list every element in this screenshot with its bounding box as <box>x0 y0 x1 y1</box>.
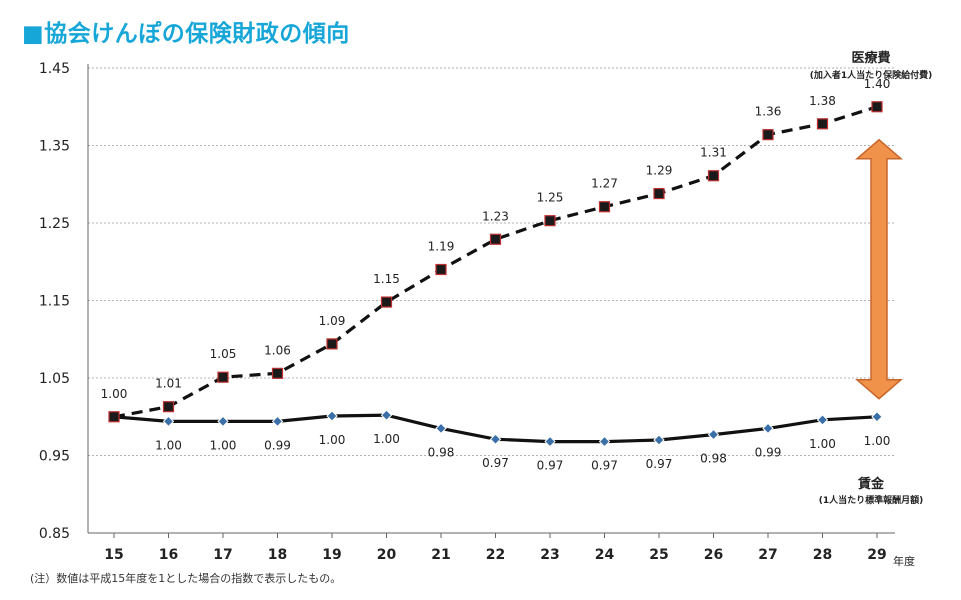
data-label-wage: 0.98 <box>700 452 727 466</box>
data-label-medical: 1.27 <box>591 177 618 191</box>
data-point-wage <box>707 428 720 441</box>
data-label-medical: 1.29 <box>646 164 673 178</box>
data-point-medical <box>707 170 720 182</box>
data-point-medical <box>871 101 883 113</box>
data-point-wage <box>217 415 229 428</box>
data-point-wage <box>380 409 393 421</box>
y-tick-label: 1.15 <box>39 294 70 310</box>
data-point-medical <box>217 371 229 383</box>
data-point-wage <box>271 415 284 428</box>
data-label-medical: 1.19 <box>428 240 455 254</box>
data-label-wage: 0.97 <box>537 459 564 473</box>
data-label-medical: 1.00 <box>101 387 128 401</box>
data-point-wage <box>435 422 447 435</box>
data-label-medical: 1.05 <box>210 347 237 361</box>
data-point-medical <box>271 367 284 379</box>
data-label-wage: 0.97 <box>646 457 673 471</box>
data-point-medical <box>489 233 502 245</box>
x-tick-label: 18 <box>268 547 287 563</box>
x-tick-label: 20 <box>377 547 397 563</box>
x-tick-label: 27 <box>758 547 777 563</box>
data-point-medical <box>544 215 556 227</box>
page-title: ■協会けんぽの保険財政の傾向 <box>22 21 350 47</box>
data-label-wage: 1.00 <box>809 437 836 451</box>
x-tick-label: 22 <box>486 547 505 563</box>
x-tick-label: 19 <box>322 547 341 563</box>
data-label-medical: 1.40 <box>864 77 891 91</box>
data-label-wage: 1.00 <box>319 433 346 447</box>
series-line-medical <box>113 105 878 419</box>
y-tick-label: 1.25 <box>39 216 70 232</box>
data-label-wage: 0.97 <box>591 459 618 473</box>
x-tick-label: 16 <box>159 547 178 563</box>
data-label-wage: 0.98 <box>428 445 455 459</box>
data-label-medical: 1.36 <box>755 105 782 119</box>
data-label-medical: 1.09 <box>319 314 346 328</box>
x-tick-label: 29 <box>867 547 886 563</box>
data-point-medical <box>816 118 829 130</box>
x-tick-label: 17 <box>213 547 232 563</box>
data-point-wage <box>871 411 883 423</box>
data-label-medical: 1.23 <box>482 209 509 223</box>
x-axis-unit: 年度 <box>893 554 915 568</box>
x-tick-label: 24 <box>595 547 615 563</box>
data-label-wage: 1.00 <box>373 432 400 446</box>
data-point-wage <box>544 435 556 448</box>
data-label-wage: 1.00 <box>210 438 237 452</box>
data-label-medical: 1.06 <box>264 343 291 357</box>
x-tick-label: 25 <box>649 547 668 563</box>
data-point-medical <box>162 401 175 413</box>
data-point-medical <box>435 263 447 276</box>
data-point-medical <box>653 187 665 200</box>
x-tick-label: 21 <box>431 547 450 563</box>
x-tick-label: 28 <box>813 547 832 563</box>
data-label-medical: 1.25 <box>537 191 564 205</box>
data-label-medical: 1.01 <box>155 377 182 391</box>
data-label-medical: 1.15 <box>373 272 400 286</box>
x-tick-label: 15 <box>104 547 123 563</box>
x-tick-label: 26 <box>704 547 723 563</box>
y-tick-label: 1.45 <box>39 61 70 77</box>
legend-sublabel-medical: (加入者1人当たり保険給付費) <box>810 69 933 81</box>
legend-label-medical: 医療費 <box>851 50 890 66</box>
y-tick-label: 0.95 <box>39 449 70 465</box>
data-point-medical <box>380 296 393 308</box>
y-tick-label: 1.35 <box>39 139 70 155</box>
data-point-wage <box>326 410 338 422</box>
data-label-wage: 0.99 <box>755 445 782 459</box>
y-tick-label: 0.85 <box>39 526 70 542</box>
data-label-wage: 0.97 <box>482 456 509 470</box>
data-label-wage: 1.00 <box>155 438 182 452</box>
gap-arrow <box>854 138 904 400</box>
data-label-medical: 1.38 <box>809 94 836 108</box>
x-tick-label: 23 <box>540 547 559 563</box>
data-point-wage <box>489 433 502 445</box>
data-point-medical <box>598 201 611 213</box>
data-point-medical <box>108 411 120 423</box>
data-point-wage <box>598 435 611 448</box>
data-point-wage <box>162 415 175 428</box>
data-point-wage <box>762 422 774 435</box>
data-label-medical: 1.31 <box>700 146 727 160</box>
data-label-wage: 0.99 <box>264 438 291 452</box>
data-point-medical <box>326 338 338 350</box>
footnote: (注）数値は平成15年度を1とした場合の指数で表示したもの。 <box>30 572 342 585</box>
y-tick-label: 1.05 <box>39 371 70 387</box>
data-point-medical <box>762 129 774 141</box>
data-point-wage <box>816 414 829 426</box>
legend-sublabel-wage: (1人当たり標準報酬月額) <box>819 494 924 506</box>
data-label-wage: 1.00 <box>864 434 891 448</box>
data-point-wage <box>653 434 665 446</box>
legend-label-wage: 賃金 <box>857 476 885 492</box>
